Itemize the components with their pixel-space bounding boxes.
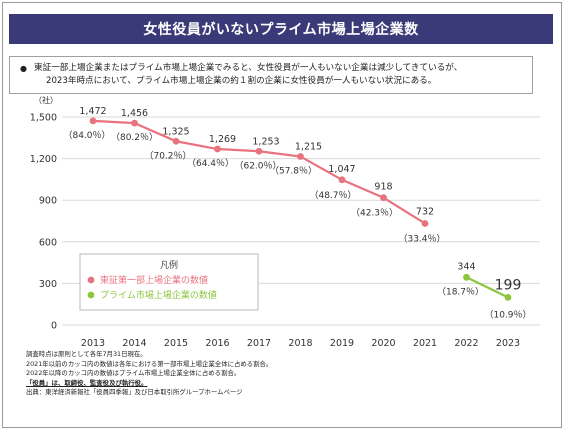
- summary-note: ● 東証一部上場企業またはプライム市場上場企業でみると、女性役員が一人もいない企…: [9, 56, 533, 94]
- data-point-tse1: [89, 117, 97, 125]
- data-label-tse1: 918: [374, 182, 392, 193]
- data-point-tse1: [380, 194, 387, 202]
- y-axis: 0 300 600 900 1,200 1,500 （社）: [30, 95, 58, 332]
- bullet-icon: ●: [20, 64, 27, 73]
- note-line-1: 東証一部上場企業またはプライム市場上場企業でみると、女性役員が一人もいない企業は…: [34, 63, 463, 73]
- footnote-3: 2022年以降のカッコ内の数値はプライム市場上場企業全体に占める割合。: [26, 369, 241, 378]
- x-tick-label: 2013: [81, 338, 105, 349]
- pct-label-tse1: （80.2％）: [111, 132, 158, 143]
- x-tick-label: 2019: [330, 338, 354, 349]
- chart-title: 女性役員がいないプライム市場上場企業数: [9, 14, 553, 44]
- data-point-tse1: [255, 147, 263, 155]
- data-point-tse1: [421, 220, 429, 227]
- legend-marker: [87, 291, 95, 299]
- footnote-4: 「役員」は、取締役、監査役及び執行役。: [26, 378, 148, 387]
- legend-title: 凡例: [160, 259, 178, 271]
- pct-label-prime: （10.9％）: [484, 309, 531, 320]
- data-point-tse1: [338, 176, 346, 184]
- data-label-tse1: 1,269: [209, 134, 236, 145]
- y-tick-label: 600: [39, 237, 57, 248]
- footnote-2: 2021年以前のカッコ内の数値は各年における第一部市場上場企業全体に占める割合。: [26, 359, 273, 368]
- pct-label-tse1: （70.2％）: [144, 150, 191, 161]
- data-label-prime: 344: [457, 261, 475, 272]
- footnotes: 調査時点は原則として各年7月31日現在。 2021年以前のカッコ内の数値は各年に…: [26, 350, 272, 398]
- legend-marker: [87, 276, 95, 284]
- y-tick-label: 1,200: [30, 154, 57, 165]
- data-label-prime: 199: [495, 277, 522, 293]
- footnote-5: 出典：東洋経済新報社「役員四季報」及び日本取引所グループホームページ: [26, 388, 243, 397]
- x-axis: 2013 2014 2015 2016 2017 2018 2019 2020 2021 2022…: [81, 338, 520, 349]
- pct-label-tse1: （62.0％）: [234, 160, 281, 171]
- data-point-tse1: [214, 145, 221, 153]
- data-label-tse1: 1,215: [295, 142, 322, 153]
- data-label-tse1: 1,253: [252, 136, 279, 147]
- note-line-2: 2023年時点において、プライム市場上場企業の約１割の企業に女性役員が一人もいな…: [46, 76, 437, 86]
- pct-label-tse1: （84.0％）: [63, 130, 110, 141]
- y-tick-label: 900: [39, 196, 57, 207]
- data-point-tse1: [131, 119, 138, 127]
- x-tick-label: 2023: [496, 338, 520, 349]
- x-tick-label: 2014: [122, 338, 146, 349]
- data-point-tse1: [297, 153, 304, 160]
- data-point-prime: [504, 294, 512, 301]
- y-tick-label: 0: [51, 321, 57, 332]
- legend-item-label: プライム市場上場企業の数値: [100, 289, 217, 301]
- legend-box: [79, 253, 259, 311]
- x-tick-label: 2017: [247, 338, 271, 349]
- x-tick-label: 2021: [413, 338, 437, 349]
- pct-label-tse1: （48.7％）: [309, 190, 356, 201]
- data-point-prime: [463, 273, 470, 281]
- pct-label-tse1: （42.3％）: [351, 208, 398, 219]
- data-label-tse1: 1,047: [328, 164, 355, 175]
- pct-label-prime: （18.7％）: [437, 286, 484, 297]
- data-label-tse1: 1,472: [79, 106, 106, 117]
- data-label-tse1: 1,325: [162, 126, 189, 137]
- data-label-tse1: 732: [416, 206, 434, 217]
- y-axis-label: （社）: [34, 95, 58, 105]
- series-layer: 1,472 （84.0％） 1,456 （80.2％） 1,325 （70.2％） 1,26…: [63, 106, 531, 321]
- pct-label-tse1: （33.4％）: [398, 233, 445, 244]
- pct-label-tse1: （57.8％）: [270, 166, 317, 177]
- x-tick-label: 2016: [205, 338, 229, 349]
- y-tick-label: 300: [39, 279, 57, 290]
- x-tick-label: 2018: [288, 338, 312, 349]
- data-label-tse1: 1,456: [121, 108, 148, 119]
- pct-label-tse1: （64.4％）: [187, 158, 234, 169]
- x-tick-label: 2015: [164, 338, 188, 349]
- y-tick-label: 1,500: [30, 113, 57, 124]
- x-tick-label: 2020: [371, 338, 395, 349]
- footnote-1: 調査時点は原則として各年7月31日現在。: [26, 350, 147, 358]
- x-tick-label: 2022: [454, 338, 478, 349]
- data-point-tse1: [172, 137, 180, 145]
- series-line-prime: [466, 276, 509, 299]
- legend-item-label: 東証第一部上場企業の数値: [100, 274, 208, 286]
